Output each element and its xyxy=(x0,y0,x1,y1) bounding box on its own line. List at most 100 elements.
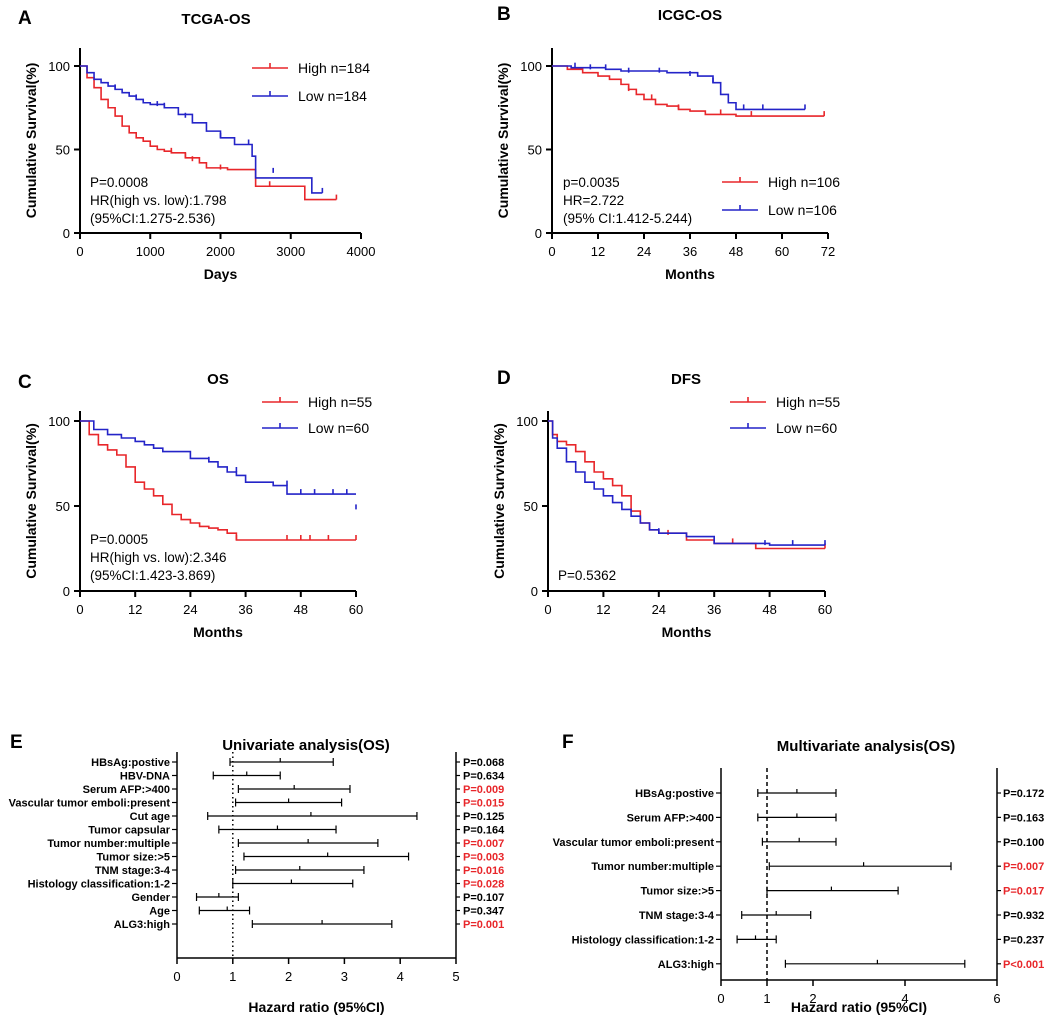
km-curve-high xyxy=(552,65,825,117)
row-label: Age xyxy=(149,906,170,918)
km-curve-high xyxy=(80,420,356,541)
y-tick-label: 100 xyxy=(516,414,538,429)
y-tick-label: 50 xyxy=(56,143,70,158)
p-value: P=0.016 xyxy=(463,865,504,877)
x-axis-label: Months xyxy=(665,266,715,282)
row-label: Cut age xyxy=(130,811,170,823)
x-tick-label: 0 xyxy=(544,602,551,617)
row-label: ALG3:high xyxy=(658,959,714,971)
annotation-text: (95% CI:1.412-5.244) xyxy=(563,211,692,226)
chart-title: Univariate analysis(OS) xyxy=(222,737,390,754)
x-axis-label: Hazard ratio (95%CI) xyxy=(791,999,927,1015)
row-label: HBV-DNA xyxy=(120,771,170,783)
row-label: TNM stage:3-4 xyxy=(639,910,715,922)
legend-label: High n=184 xyxy=(298,60,370,76)
p-value: P=0.125 xyxy=(463,811,504,823)
y-tick-label: 100 xyxy=(48,414,70,429)
x-tick-label: 48 xyxy=(762,602,776,617)
panel-letter: F xyxy=(562,732,574,753)
annotation-text: p=0.0035 xyxy=(563,175,620,190)
y-tick-label: 0 xyxy=(531,584,538,599)
legend-label: High n=55 xyxy=(308,394,372,410)
km-curve-high xyxy=(80,65,337,201)
p-value: P=0.107 xyxy=(463,892,504,904)
p-value: P=0.164 xyxy=(463,825,505,837)
y-axis-label: Cumulative Survival(%) xyxy=(23,423,39,579)
x-axis-label: Hazard ratio (95%CI) xyxy=(248,999,384,1015)
x-tick-label: 6 xyxy=(993,991,1000,1006)
x-tick-label: 2 xyxy=(285,969,292,984)
x-tick-label: 0 xyxy=(76,244,83,259)
annotation-text: HR(high vs. low):1.798 xyxy=(90,193,227,208)
forest-panel-f: F Multivariate analysis(OS) 0 1 2 4 6 Hazard ra… xyxy=(553,732,1045,1015)
x-tick-label: 60 xyxy=(818,602,832,617)
x-tick-label: 4 xyxy=(397,969,404,984)
km-panel-c: C OS 0 50 100 0 12 24 36 48 60 Months Cumulative Sur… xyxy=(18,371,372,640)
y-tick-label: 100 xyxy=(48,59,70,74)
chart-title: Multivariate analysis(OS) xyxy=(777,738,955,755)
y-tick-label: 0 xyxy=(535,226,542,241)
row-label: Vascular tumor emboli:present xyxy=(553,837,715,849)
row-label: Tumor size:>5 xyxy=(641,886,714,898)
x-tick-label: 60 xyxy=(775,244,789,259)
row-label: Tumor size:>5 xyxy=(97,852,170,864)
row-label: Tumor number:multiple xyxy=(47,838,170,850)
x-tick-label: 12 xyxy=(128,602,142,617)
km-curve-low xyxy=(548,420,825,546)
chart-title: ICGC-OS xyxy=(658,7,722,24)
row-label: Serum AFP:>400 xyxy=(627,812,714,824)
x-tick-label: 72 xyxy=(821,244,835,259)
row-label: TNM stage:3-4 xyxy=(95,865,171,877)
x-axis-label: Days xyxy=(204,266,238,282)
chart-title: TCGA-OS xyxy=(181,11,250,28)
p-value: P=0.003 xyxy=(463,852,504,864)
x-tick-label: 48 xyxy=(294,602,308,617)
y-tick-label: 50 xyxy=(56,499,70,514)
panel-letter: A xyxy=(18,8,32,29)
x-axis-label: Months xyxy=(193,624,243,640)
x-tick-label: 1000 xyxy=(136,244,165,259)
p-value: P=0.001 xyxy=(463,919,504,931)
x-tick-label: 0 xyxy=(717,991,724,1006)
x-tick-label: 24 xyxy=(637,244,651,259)
row-label: Tumor capsular xyxy=(88,825,170,837)
forest-panel-e: E Univariate analysis(OS) 0 1 2 3 4 5 Hazard rat… xyxy=(9,732,506,1015)
legend-label: High n=106 xyxy=(768,174,840,190)
x-tick-label: 2000 xyxy=(206,244,235,259)
x-tick-label: 1 xyxy=(229,969,236,984)
km-panel-b: B ICGC-OS 0 50 100 0 12 24 36 48 60 72 Months Cumulat… xyxy=(495,4,840,282)
x-tick-label: 0 xyxy=(173,969,180,984)
x-tick-label: 1 xyxy=(763,991,770,1006)
panel-letter: B xyxy=(497,4,511,25)
x-tick-label: 0 xyxy=(76,602,83,617)
p-value: P=0.007 xyxy=(463,838,504,850)
km-curve-low xyxy=(80,420,356,495)
y-tick-label: 50 xyxy=(524,499,538,514)
annotation-text: P=0.0008 xyxy=(90,175,148,190)
p-value: P=0.015 xyxy=(463,798,504,810)
annotation-text: (95%CI:1.423-3.869) xyxy=(90,568,215,583)
x-tick-label: 12 xyxy=(596,602,610,617)
legend-label: Low n=60 xyxy=(776,420,837,436)
chart-title: OS xyxy=(207,371,229,388)
p-value: P=0.028 xyxy=(463,879,504,891)
row-label: Histology classification:1-2 xyxy=(572,934,714,946)
legend-label: Low n=60 xyxy=(308,420,369,436)
annotation-text: P=0.5362 xyxy=(558,568,616,583)
p-value: P=0.634 xyxy=(463,771,505,783)
chart-title: DFS xyxy=(671,371,701,388)
annotation-text: HR=2.722 xyxy=(563,193,624,208)
p-value: P=0.347 xyxy=(463,906,504,918)
x-tick-label: 0 xyxy=(548,244,555,259)
p-value: P=0.007 xyxy=(1003,861,1044,873)
x-tick-label: 2 xyxy=(809,991,816,1006)
x-tick-label: 36 xyxy=(238,602,252,617)
row-label: Vascular tumor emboli:present xyxy=(9,798,171,810)
p-value: P=0.009 xyxy=(463,784,504,796)
y-tick-label: 0 xyxy=(63,226,70,241)
row-label: HBsAg:postive xyxy=(91,757,170,769)
annotation-text: P=0.0005 xyxy=(90,532,148,547)
p-value: P=0.017 xyxy=(1003,886,1044,898)
